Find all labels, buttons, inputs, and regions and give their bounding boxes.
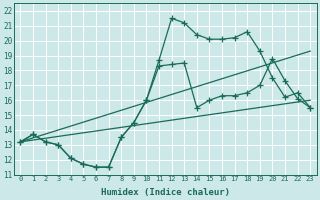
X-axis label: Humidex (Indice chaleur): Humidex (Indice chaleur)	[101, 188, 230, 197]
